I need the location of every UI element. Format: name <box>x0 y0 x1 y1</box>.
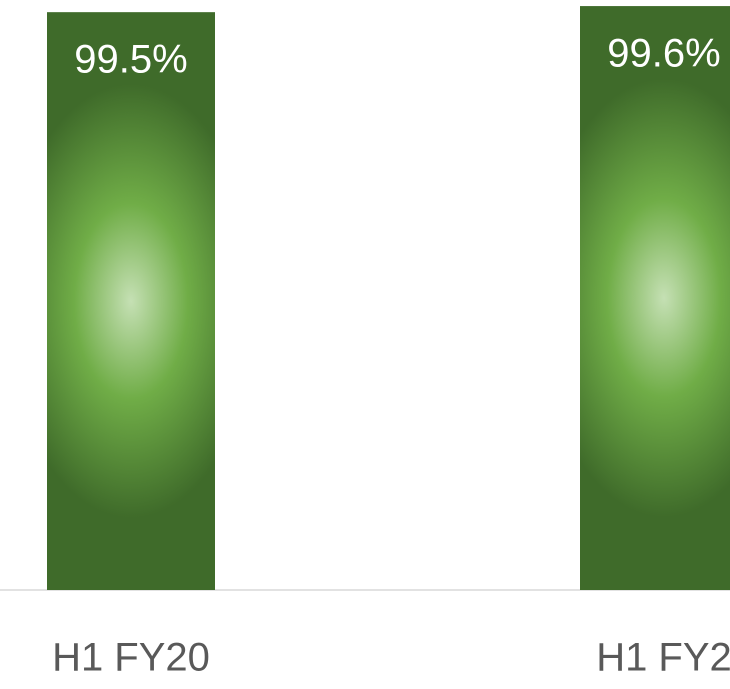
value-label: 99.5% <box>74 38 187 82</box>
value-label: 99.6% <box>607 32 720 76</box>
bar <box>580 6 730 591</box>
x-tick-label: H1 FY2 <box>596 636 730 680</box>
bar <box>47 12 215 590</box>
x-tick-label: H1 FY20 <box>52 636 210 680</box>
